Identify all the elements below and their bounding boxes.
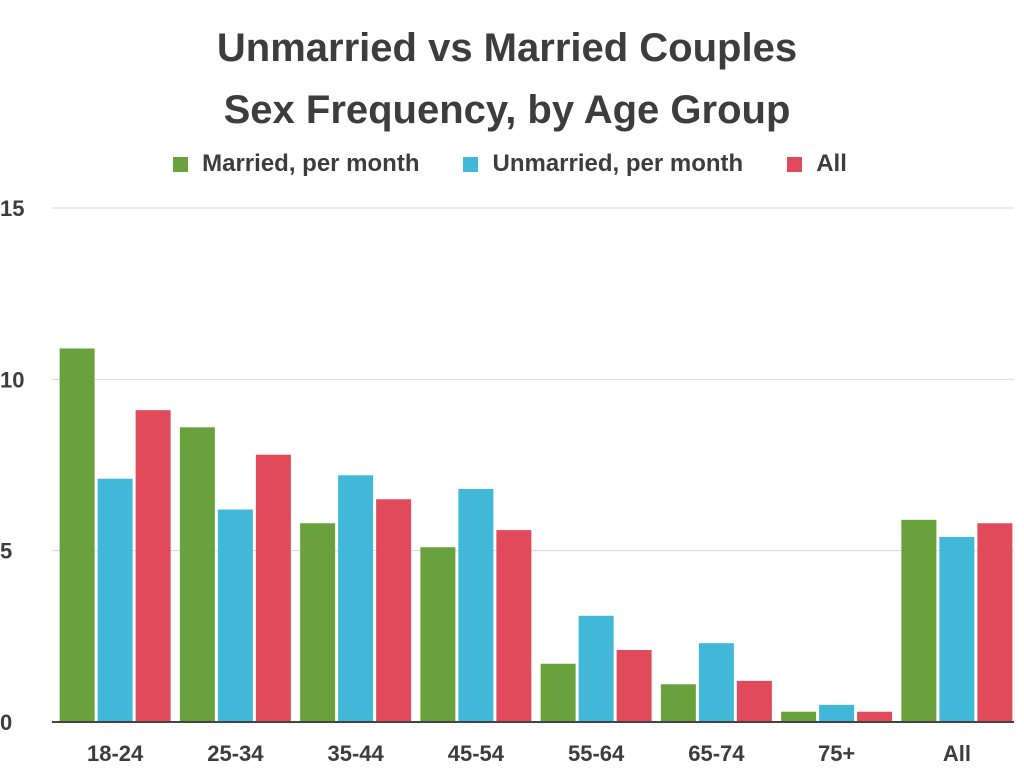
x-tick-label-55-64: 55-64 [568,741,625,766]
bar-married-55-64 [540,663,576,722]
y-tick-label-15: 15 [0,196,24,221]
chart-title-line-1: Unmarried vs Married Couples [216,26,798,70]
bar-all-25-34 [255,454,291,722]
x-tick-label-All: All [943,741,971,766]
y-tick-label-10: 10 [0,367,24,392]
legend-swatch-all [787,156,803,172]
bar-married-45-54 [420,547,456,722]
legend-item-married[interactable]: Married, per month [173,150,419,178]
bar-all-35-44 [376,499,412,722]
bar-unmarried-55-64 [578,615,614,722]
y-tick-label-0: 0 [0,710,12,735]
bar-married-75+ [781,711,817,722]
bar-married-35-44 [300,523,336,722]
x-tick-label-65-74: 65-74 [688,741,745,766]
bar-all-All [977,523,1013,722]
legend-swatch-married [173,156,189,172]
x-tick-label-35-44: 35-44 [327,741,384,766]
bar-married-18-24 [59,348,95,722]
x-tick-label-25-34: 25-34 [207,741,264,766]
bar-unmarried-65-74 [698,643,734,722]
bar-married-25-34 [179,427,215,722]
bar-unmarried-25-34 [217,509,253,722]
y-tick-label-5: 5 [0,539,12,564]
legend-swatch-unmarried [463,156,479,172]
x-tick-label-45-54: 45-54 [448,741,505,766]
x-tick-label-18-24: 18-24 [87,741,144,766]
bar-unmarried-18-24 [97,478,133,722]
bar-all-18-24 [135,410,171,722]
legend-item-unmarried[interactable]: Unmarried, per month [463,150,743,178]
legend-label-unmarried: Unmarried, per month [492,150,744,177]
bar-married-All [901,519,937,722]
bar-all-55-64 [616,650,652,722]
bar-all-75+ [857,711,893,722]
legend-label-married: Married, per month [202,150,420,177]
x-tick-label-75+: 75+ [818,741,855,766]
chart-title-line-2: Sex Frequency, by Age Group [223,88,791,132]
legend-label-all: All [816,150,847,177]
bar-unmarried-All [939,536,975,722]
bar-unmarried-75+ [819,704,855,722]
bar-all-45-54 [496,530,532,722]
bar-married-65-74 [660,684,696,722]
chart-legend: Married, per month Unmarried, per month … [0,150,1020,178]
bar-unmarried-45-54 [458,488,494,722]
legend-item-all[interactable]: All [787,150,847,178]
bar-unmarried-35-44 [338,475,374,722]
bar-all-65-74 [736,680,772,722]
